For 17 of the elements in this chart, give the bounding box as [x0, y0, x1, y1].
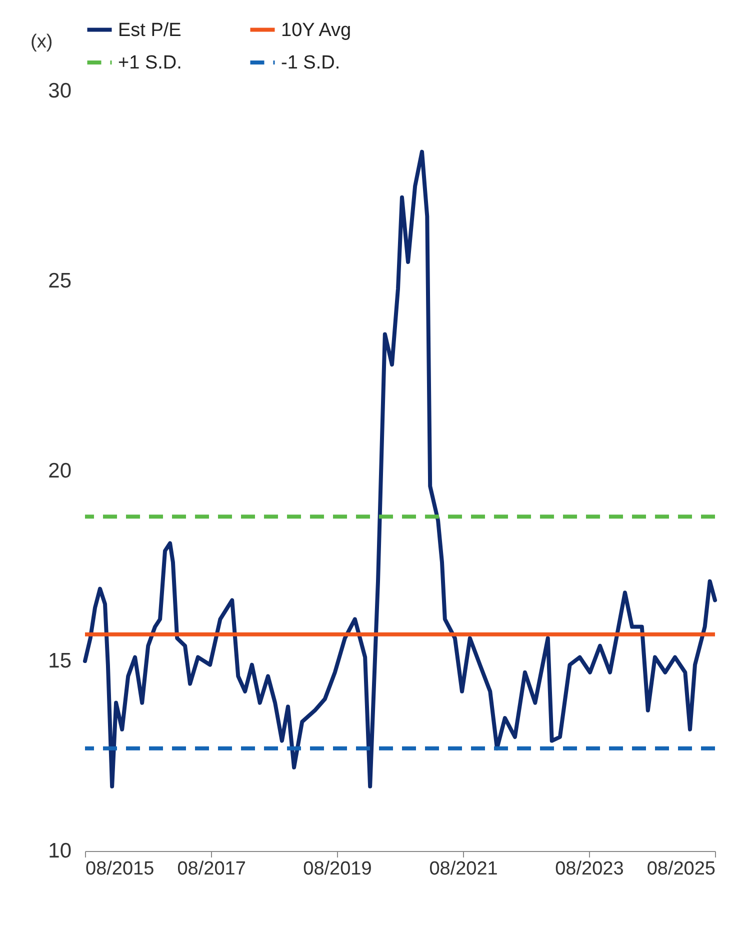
- legend-label: 10Y Avg: [281, 20, 352, 41]
- x-tick-label: 08/2025: [646, 858, 716, 880]
- x-tick-label: 08/2023: [555, 858, 624, 880]
- y-tick-label: 30: [48, 80, 72, 102]
- line-series: [83, 150, 717, 788]
- y-axis-title: (x): [30, 32, 53, 52]
- legend-label: +1 S.D.: [118, 52, 182, 74]
- y-tick-label: 25: [48, 270, 72, 292]
- x-tick-label: 08/2017: [177, 858, 246, 880]
- x-tick-label: 08/2015: [86, 858, 154, 880]
- y-tick-label: 10: [48, 840, 72, 862]
- x-tick-label: 08/2019: [303, 858, 372, 880]
- y-tick-label: 20: [48, 460, 72, 482]
- legend-label: -1 S.D.: [281, 52, 340, 74]
- x-tick-label: 08/2021: [429, 858, 498, 880]
- y-tick-label: 15: [48, 650, 72, 672]
- legend-label: Est P/E: [118, 20, 182, 41]
